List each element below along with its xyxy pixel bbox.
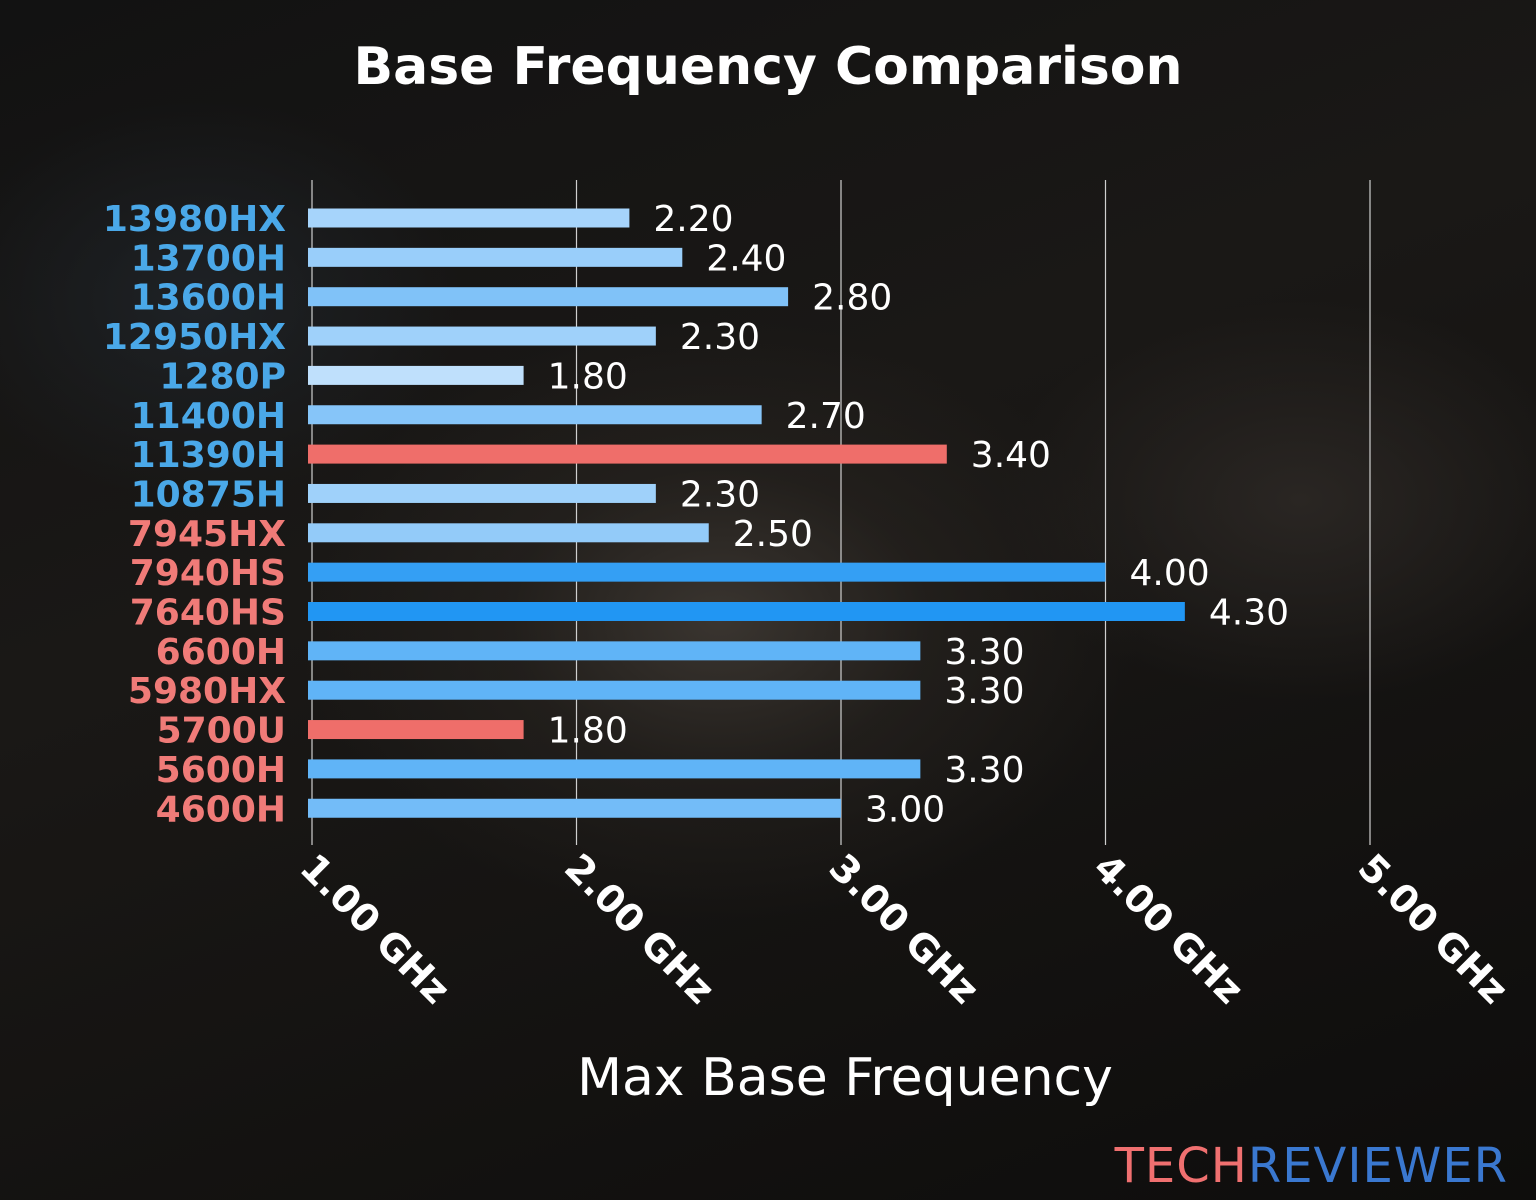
data-label: 2.80 [812,278,892,319]
data-label: 2.40 [706,238,786,279]
data-label: 3.30 [944,632,1024,673]
logo-part-reviewer: REVIEWER [1247,1138,1508,1194]
data-label: 2.30 [680,474,760,515]
x-tick-label: 3.00 GHz [821,845,988,1012]
chart-title: Base Frequency Comparison [353,37,1182,97]
bar [308,680,921,700]
bar [308,562,1106,582]
y-tick-label: 5980HX [128,671,286,712]
y-tick-label: 6600H [156,632,286,673]
y-tick-label: 10875H [131,474,286,515]
data-label: 1.80 [548,711,628,752]
bar [308,523,709,543]
y-tick-label: 5700U [157,711,286,752]
x-axis-label: Max Base Frequency [577,1048,1113,1108]
bar [308,405,762,425]
y-tick-label: 1280P [159,356,286,397]
y-tick-label: 13700H [131,238,286,279]
x-tick-label: 5.00 GHz [1350,845,1517,1012]
bar [308,208,630,228]
bar [308,641,921,661]
data-label: 2.70 [786,396,866,437]
y-tick-label: 4600H [156,789,286,830]
bar [308,326,656,346]
data-label: 3.00 [865,789,945,830]
bar [308,798,841,818]
data-label: 3.40 [971,435,1051,476]
bar [308,759,921,779]
data-label: 3.30 [944,671,1024,712]
bar [308,483,656,503]
data-label: 2.30 [680,317,760,358]
y-tick-label: 7945HX [128,514,286,555]
x-tick-label: 4.00 GHz [1085,845,1252,1012]
data-label: 4.00 [1130,553,1210,594]
x-tick-label: 1.00 GHz [292,845,459,1012]
y-tick-label: 7640HS [130,593,286,634]
data-label: 3.30 [944,750,1024,791]
y-tick-label: 13980HX [103,199,286,240]
bar [308,444,947,464]
x-tick-label: 2.00 GHz [556,845,723,1012]
data-label: 1.80 [548,356,628,397]
y-tick-label: 13600H [131,278,286,319]
y-tick-label: 5600H [156,750,286,791]
bar [308,287,789,307]
y-tick-label: 12950HX [103,317,286,358]
data-label: 2.50 [733,514,813,555]
bar [308,365,524,385]
y-tick-label: 7940HS [130,553,286,594]
bar [308,602,1185,621]
data-label: 2.20 [653,199,733,240]
y-tick-label: 11390H [131,435,286,476]
bar [308,720,524,740]
data-label: 4.30 [1209,593,1289,634]
techreviewer-logo: TECHREVIEWER [1115,1138,1508,1194]
y-tick-label: 11400H [131,396,286,437]
logo-part-tech: TECH [1114,1138,1248,1194]
bar [308,247,683,267]
